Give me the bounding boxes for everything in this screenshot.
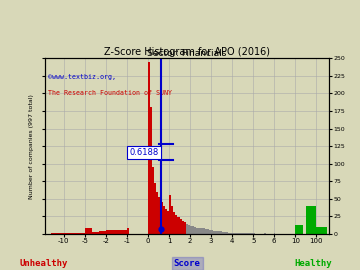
Bar xyxy=(148,62,150,234)
Bar xyxy=(249,233,251,234)
Text: Sector: Financials: Sector: Financials xyxy=(147,49,226,58)
Bar xyxy=(169,195,171,234)
Bar xyxy=(201,228,203,234)
Bar xyxy=(180,219,182,234)
Bar xyxy=(295,225,303,234)
Bar xyxy=(72,233,76,234)
Bar xyxy=(274,233,275,234)
Bar xyxy=(209,230,211,234)
Bar xyxy=(76,233,81,234)
Bar xyxy=(232,233,234,234)
Bar xyxy=(240,233,243,234)
Bar xyxy=(203,228,205,234)
Bar xyxy=(184,222,186,234)
Bar xyxy=(243,233,245,234)
Bar xyxy=(234,233,237,234)
Bar xyxy=(156,192,158,234)
Bar xyxy=(182,221,184,234)
Bar xyxy=(158,197,161,234)
Bar xyxy=(99,231,106,234)
Bar xyxy=(211,230,213,234)
Bar xyxy=(186,224,188,234)
Bar xyxy=(215,231,217,234)
Bar xyxy=(85,228,92,234)
Title: Z-Score Histogram for APO (2016): Z-Score Histogram for APO (2016) xyxy=(104,48,270,58)
Bar xyxy=(190,226,192,234)
Bar xyxy=(213,231,215,234)
Bar xyxy=(205,229,207,234)
Bar xyxy=(59,233,64,234)
Bar xyxy=(175,215,177,234)
Y-axis label: Number of companies (997 total): Number of companies (997 total) xyxy=(30,94,35,198)
Bar xyxy=(55,233,59,234)
Bar xyxy=(163,206,165,234)
Bar xyxy=(228,233,230,234)
Bar xyxy=(127,228,129,234)
Bar xyxy=(207,229,209,234)
Text: 0.6188: 0.6188 xyxy=(129,148,158,157)
Bar xyxy=(106,230,127,234)
Bar xyxy=(224,232,226,234)
Bar xyxy=(192,226,194,234)
Bar xyxy=(253,233,255,234)
Text: Unhealthy: Unhealthy xyxy=(19,259,67,268)
Bar xyxy=(194,227,196,234)
Bar xyxy=(217,231,220,234)
Bar xyxy=(177,217,180,234)
Bar xyxy=(64,233,68,234)
Bar xyxy=(245,233,247,234)
Text: The Research Foundation of SUNY: The Research Foundation of SUNY xyxy=(48,90,172,96)
Bar xyxy=(188,225,190,234)
Bar xyxy=(251,233,253,234)
Bar xyxy=(171,206,173,234)
Text: ©www.textbiz.org,: ©www.textbiz.org, xyxy=(48,74,116,80)
Bar xyxy=(264,233,266,234)
Bar xyxy=(198,228,201,234)
Bar xyxy=(247,233,249,234)
Bar xyxy=(92,232,99,234)
Bar xyxy=(222,232,224,234)
Bar xyxy=(154,183,156,234)
Bar xyxy=(161,202,163,234)
Bar xyxy=(238,233,240,234)
Bar xyxy=(150,107,152,234)
Bar xyxy=(237,233,238,234)
Bar xyxy=(81,233,85,234)
Bar xyxy=(220,231,222,234)
Bar xyxy=(51,233,55,234)
Bar xyxy=(306,206,316,234)
Bar xyxy=(226,232,228,234)
Bar xyxy=(152,167,154,234)
Bar xyxy=(68,233,72,234)
Bar xyxy=(165,209,167,234)
Text: Healthy: Healthy xyxy=(294,259,332,268)
Bar xyxy=(316,227,327,234)
Bar xyxy=(196,228,198,234)
Bar xyxy=(167,211,169,234)
Bar xyxy=(230,233,232,234)
Text: Score: Score xyxy=(174,259,201,268)
Bar xyxy=(173,211,175,234)
